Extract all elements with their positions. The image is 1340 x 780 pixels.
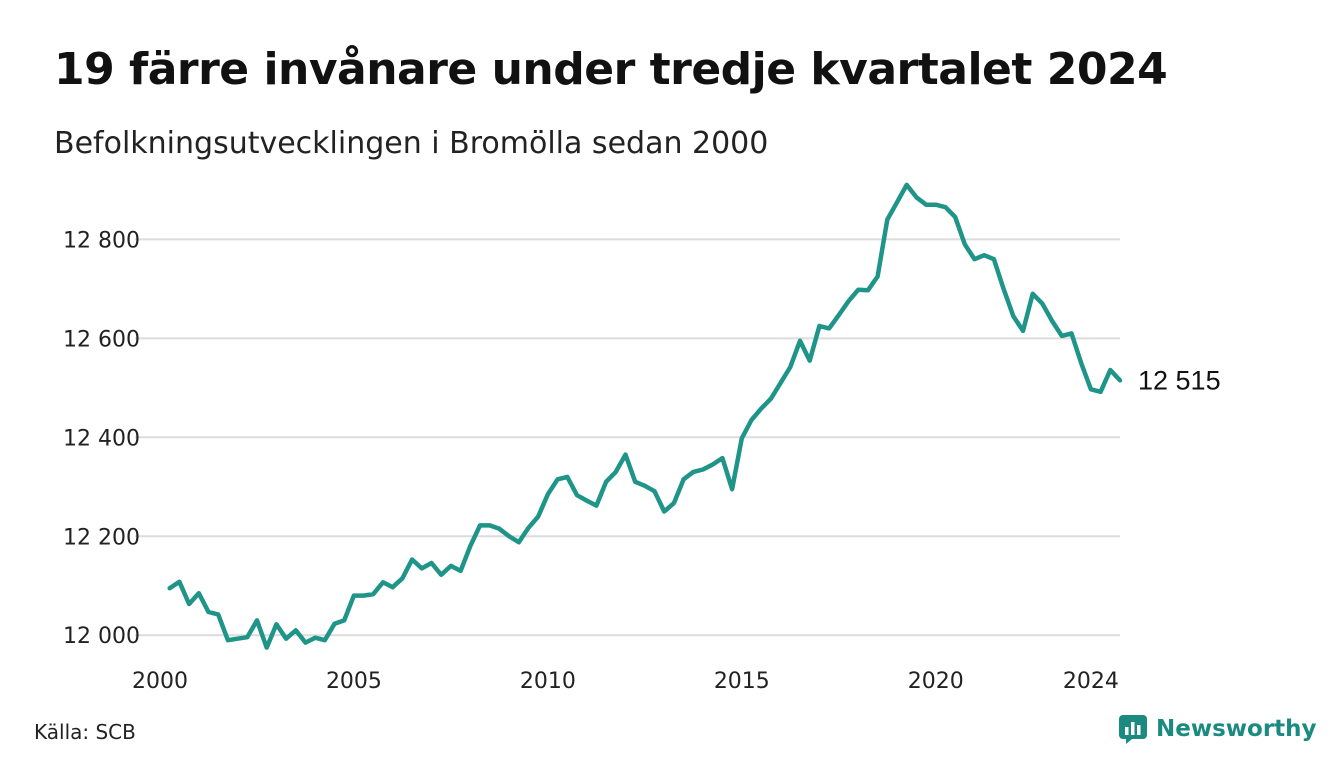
x-tick-label: 2024 [1063, 669, 1119, 694]
source-note: Källa: SCB [34, 720, 136, 744]
x-tick-label: 2000 [132, 669, 188, 694]
end-value-label: 12 515 [1138, 365, 1221, 395]
brand-name: Newsworthy [1156, 716, 1317, 742]
x-tick-label: 2005 [326, 669, 382, 694]
y-tick-label: 12 000 [63, 624, 140, 649]
population-line [167, 182, 1123, 650]
x-axis-ticks: 2000 2005 2010 2015 2020 2024 [132, 669, 1119, 694]
y-tick-label: 12 400 [63, 426, 140, 451]
x-tick-label: 2015 [714, 669, 770, 694]
newsworthy-logo-icon [1119, 715, 1147, 744]
x-tick-label: 2020 [908, 669, 964, 694]
x-tick-label: 2010 [520, 669, 576, 694]
y-tick-label: 12 600 [63, 327, 140, 352]
gridlines [135, 238, 1120, 637]
chart-title: 19 färre invånare under tredje kvartalet… [54, 44, 1168, 95]
brand-logo: Newsworthy [1118, 714, 1317, 744]
chart-subtitle: Befolkningsutvecklingen i Bromölla sedan… [54, 126, 769, 161]
y-tick-label: 12 200 [63, 525, 140, 550]
y-axis-ticks: 12 000 12 200 12 400 12 600 12 800 [63, 228, 140, 649]
y-tick-label: 12 800 [63, 228, 140, 253]
